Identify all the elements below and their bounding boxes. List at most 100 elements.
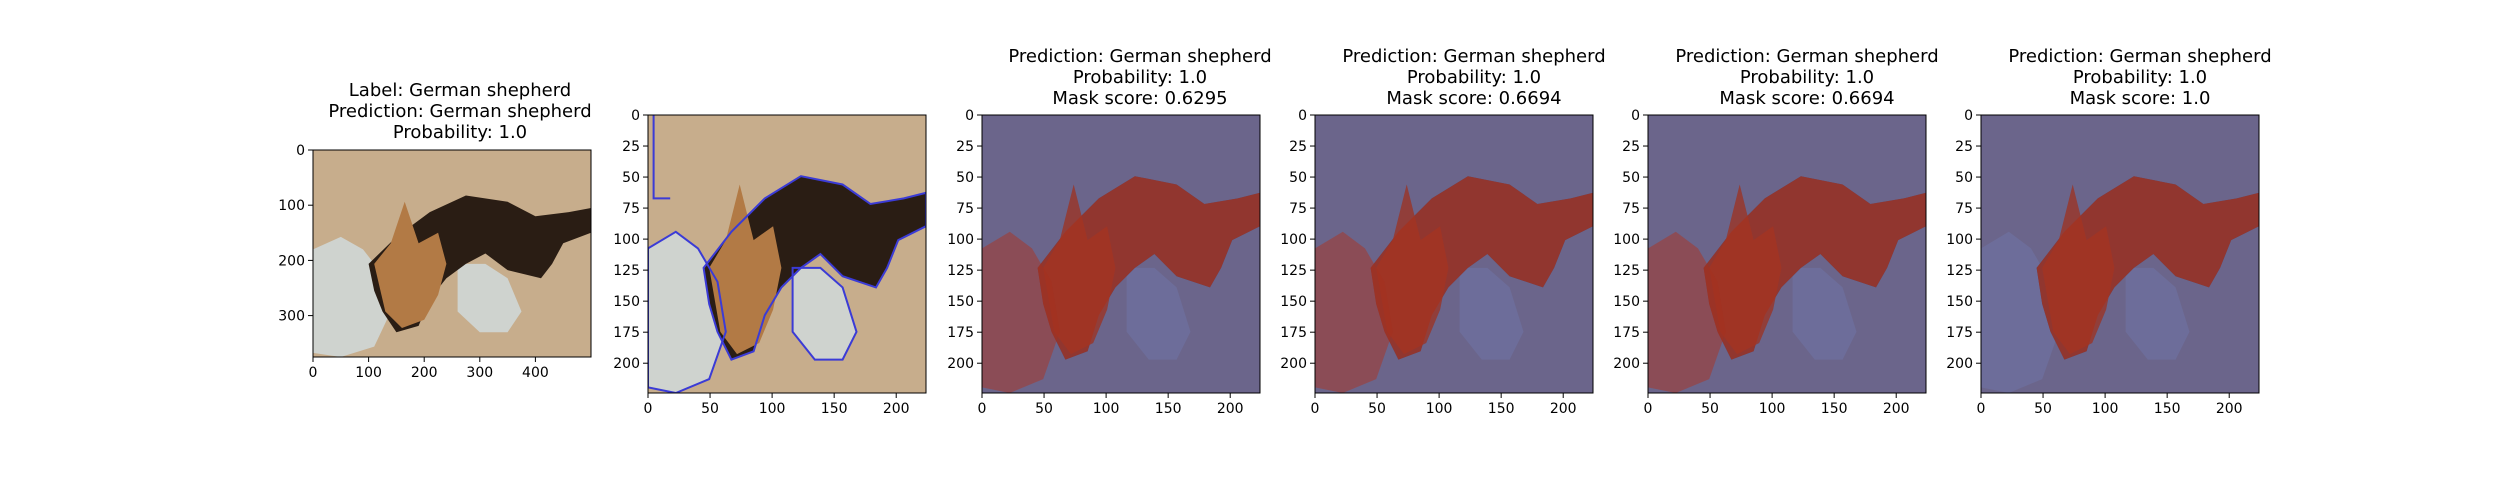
- y-tick-label: 0: [965, 108, 974, 124]
- mask-foreground: [1709, 184, 1782, 355]
- panel-title: Prediction: German shepherd Probability:…: [930, 46, 1350, 109]
- y-tick-label: 100: [1280, 232, 1307, 248]
- title-line: Mask score: 0.6694: [1719, 88, 1895, 109]
- axes-frame: [1314, 114, 1594, 394]
- axes-mask-4: 0 50 100 150 200 0 25 50 75 100 125 150 175 200: [1946, 108, 2260, 417]
- mop-toy: [792, 267, 857, 360]
- dog-head: [374, 201, 447, 328]
- mask-foreground: [2042, 184, 2115, 355]
- axes-frame: [981, 114, 1261, 394]
- segment-outline: [652, 115, 671, 200]
- x-tick-label: 50: [701, 401, 719, 417]
- panel-title: Label: German shepherd Prediction: Germa…: [260, 80, 660, 143]
- y-tick-label: 200: [1613, 356, 1640, 372]
- x-tick-label: 100: [1426, 401, 1453, 417]
- x-tick-label: 150: [1488, 401, 1515, 417]
- x-tick-label: 50: [1701, 401, 1719, 417]
- axes-mask-2: 0 50 100 150 200 0 25 50 75 100 125 150 175 200: [1280, 108, 1594, 417]
- panel-original: Label: German shepherd Prediction: Germa…: [260, 80, 660, 400]
- y-tick-label: 50: [1622, 170, 1640, 186]
- x-tick-label: 200: [1550, 401, 1577, 417]
- y-tick-label: 200: [947, 356, 974, 372]
- mop-toy: [457, 263, 522, 333]
- image-mask-3: [1648, 115, 1926, 393]
- y-tick-label: 125: [1280, 263, 1307, 279]
- y-tick-label: 200: [1946, 356, 1973, 372]
- y-tick-label: 125: [947, 263, 974, 279]
- title-line: Mask score: 0.6295: [1052, 88, 1228, 109]
- y-tick-label: 200: [278, 253, 305, 269]
- title-line: Probability: 1.0: [392, 122, 528, 143]
- y-tick-label: 0: [1631, 108, 1640, 124]
- y-tick-label: 75: [956, 201, 974, 217]
- y-tick-label: 25: [1622, 139, 1640, 155]
- panel-title: Prediction: German shepherd Probability:…: [1930, 46, 2350, 109]
- x-tick-label: 100: [2092, 401, 2119, 417]
- y-tick-label: 50: [622, 170, 640, 186]
- y-tick-label: 150: [1946, 294, 1973, 310]
- y-tick-label: 150: [1280, 294, 1307, 310]
- x-tick-label: 0: [978, 401, 987, 417]
- x-tick-label: 200: [883, 401, 910, 417]
- image-segments: [648, 115, 926, 393]
- x-tick-label: 200: [411, 365, 438, 381]
- segment-outline: [791, 266, 858, 361]
- axes-frame: [1980, 114, 2260, 394]
- mask-foreground: [1315, 231, 1393, 393]
- y-tick-label: 175: [613, 325, 640, 341]
- dog-head: [709, 184, 782, 355]
- y-tick-label: 75: [1622, 201, 1640, 217]
- title-line: Prediction: German shepherd: [328, 101, 592, 122]
- y-tick-label: 0: [1298, 108, 1307, 124]
- x-tick-label: 300: [466, 365, 493, 381]
- y-tick-label: 25: [956, 139, 974, 155]
- y-tick-label: 50: [1955, 170, 1973, 186]
- x-tick-label: 100: [1759, 401, 1786, 417]
- x-tick-label: 200: [2216, 401, 2243, 417]
- y-tick-label: 150: [947, 294, 974, 310]
- x-tick-label: 150: [1155, 401, 1182, 417]
- title-line: Prediction: German shepherd: [2008, 46, 2272, 67]
- x-tick-label: 0: [1977, 401, 1986, 417]
- y-tick-label: 100: [613, 232, 640, 248]
- y-tick-label: 125: [1946, 263, 1973, 279]
- title-line: Probability: 1.0: [1739, 67, 1875, 88]
- y-tick-label: 150: [613, 294, 640, 310]
- mask-foreground: [982, 231, 1060, 393]
- mask-foreground: [1376, 184, 1449, 355]
- x-tick-label: 50: [2034, 401, 2052, 417]
- x-tick-label: 50: [1035, 401, 1053, 417]
- panel-title: Prediction: German shepherd Probability:…: [1264, 46, 1684, 109]
- y-tick-label: 25: [1955, 139, 1973, 155]
- y-tick-label: 200: [613, 356, 640, 372]
- y-tick-label: 100: [1613, 232, 1640, 248]
- x-tick-label: 200: [1217, 401, 1244, 417]
- segment-outline: [648, 230, 727, 393]
- title-line: Mask score: 1.0: [2069, 88, 2211, 109]
- title-line: Prediction: German shepherd: [1008, 46, 1272, 67]
- title-line: Label: German shepherd: [348, 80, 572, 101]
- axes-frame: [647, 114, 927, 394]
- y-tick-label: 125: [1613, 263, 1640, 279]
- axes-mask-3: 0 50 100 150 200 0 25 50 75 100 125 150 175 200: [1613, 108, 1927, 417]
- y-tick-label: 75: [1955, 201, 1973, 217]
- segment-outline: [702, 175, 926, 361]
- title-line: Probability: 1.0: [1406, 67, 1542, 88]
- y-tick-label: 0: [296, 143, 305, 159]
- image-original: [313, 150, 591, 357]
- axes-frame: [1647, 114, 1927, 394]
- y-tick-label: 75: [1289, 201, 1307, 217]
- y-tick-label: 175: [947, 325, 974, 341]
- y-tick-label: 100: [278, 198, 305, 214]
- title-line: Prediction: German shepherd: [1342, 46, 1606, 67]
- mask-foreground: [1648, 231, 1726, 393]
- y-tick-label: 50: [1289, 170, 1307, 186]
- y-tick-label: 100: [947, 232, 974, 248]
- x-tick-label: 400: [522, 365, 549, 381]
- y-tick-label: 0: [631, 108, 640, 124]
- x-tick-label: 150: [1821, 401, 1848, 417]
- y-tick-label: 200: [1280, 356, 1307, 372]
- y-tick-label: 50: [956, 170, 974, 186]
- x-tick-label: 50: [1368, 401, 1386, 417]
- axes-mask-1: 0 50 100 150 200 0 25 50 75 100 125 150 175 200: [947, 108, 1261, 417]
